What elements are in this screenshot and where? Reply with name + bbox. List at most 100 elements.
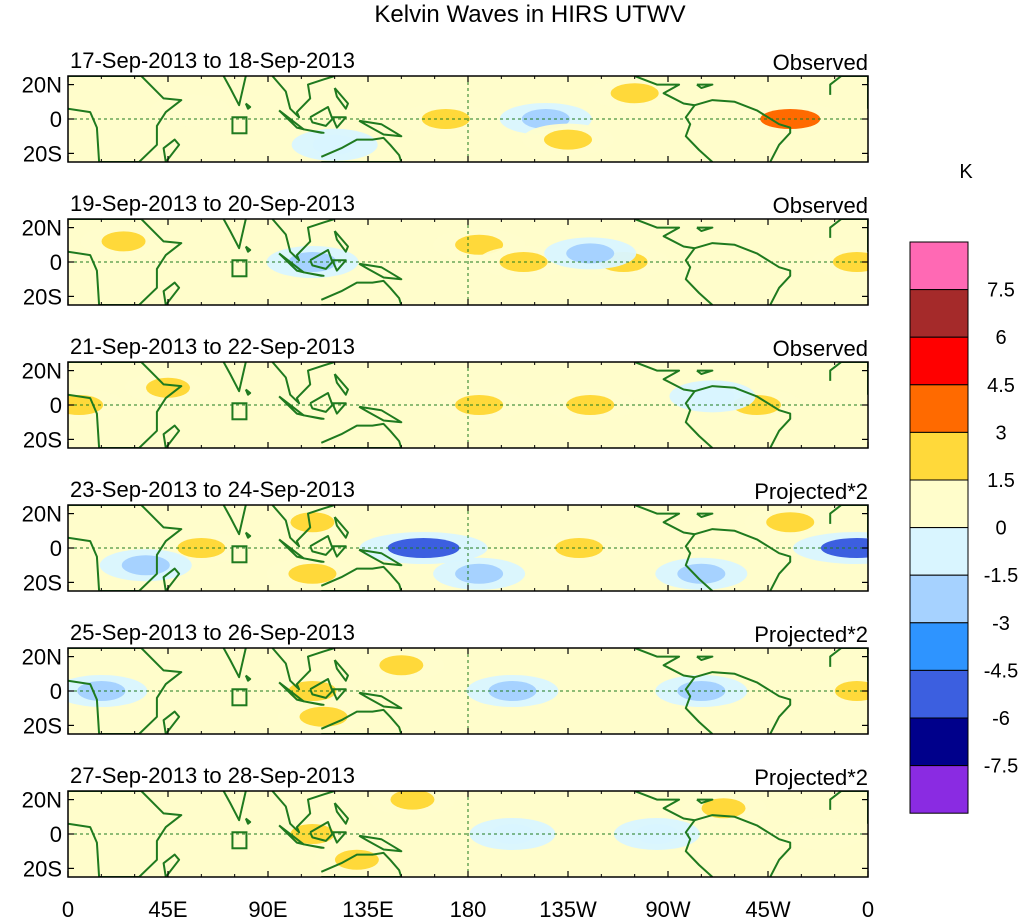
coastline [358,691,403,710]
coastline [303,271,325,277]
coastlines [68,76,868,162]
coastline [68,791,183,877]
coastline [303,700,325,706]
anomaly-core [455,395,504,415]
anomaly-core [77,681,126,701]
coastline [162,281,181,305]
x-axis: 0 45E 90E 135E 180 135W 90W 45W 0 [62,897,874,922]
coastline [829,505,868,538]
reference-box [231,545,248,564]
coastline [278,395,305,417]
coastline [222,76,247,107]
coastline [162,567,181,591]
panel-label: Observed [773,336,868,361]
y-tick-label: 0 [50,679,62,704]
colorbar-label: -4.5 [984,660,1018,682]
colorbar-box [909,336,969,386]
colorbar-label: 0 [995,518,1006,540]
coastline [358,548,403,567]
colorbar-label: -7.5 [984,756,1018,778]
coastline [694,671,792,734]
coastline [303,557,325,563]
anomaly-core [610,83,659,104]
colorbar-box [909,431,969,481]
coastline [694,385,792,448]
anomaly-halo [150,94,231,127]
coastline [271,76,335,119]
coastline [278,252,305,274]
colorbar: 7.5 6 4.5 3 1.5 0 -1.5 -3 -4.5 -6 -7.5 [909,241,1018,814]
y-tick-label: 20N [22,216,62,241]
reference-box [231,831,248,850]
coastline [696,655,714,661]
anomaly-core [499,252,548,272]
panel-date-range: 25-Sep-2013 to 26-Sep-2013 [70,620,355,645]
coastline [358,405,403,424]
anomaly-core [390,791,435,810]
anomaly-core [334,849,379,870]
coastline [309,821,334,842]
anomaly-core [299,706,348,727]
coastline [244,674,252,682]
anomaly-core [146,377,190,398]
coastline [694,528,792,591]
coastline [271,648,335,691]
anomaly-core [288,563,337,584]
y-tick-label: 20N [22,359,62,384]
coastline [696,226,714,232]
coastline [222,362,247,393]
coastline [331,116,347,129]
coastline [333,373,349,396]
coastline [309,249,334,270]
coastline [358,262,403,281]
panel-3: 20N 0 20S 21-Sep-2013 to 22-Sep-2013 Observe… [22,334,869,452]
coastline [829,76,868,109]
coastline [244,531,252,539]
panel-date-range: 27-Sep-2013 to 28-Sep-2013 [70,763,355,788]
anomaly-core [544,129,592,150]
x-tick-label: 45E [148,897,187,922]
x-tick-label: 90W [645,897,690,922]
coastline [244,102,252,110]
coastline [278,109,305,131]
panel-2: 20N 0 20S 19-Sep-2013 to 20-Sep-2013 Observe… [22,191,869,309]
coastline [222,791,247,822]
anomaly-core [312,134,357,155]
coastline [68,219,183,305]
panel-label: Projected*2 [754,765,868,790]
y-tick-label: 20N [22,788,62,813]
coastline [309,392,334,413]
x-tick-label: 0 [862,897,874,922]
colorbar-box [909,669,969,719]
coastline [244,245,252,253]
coastline [694,99,792,162]
reference-box [231,688,248,707]
y-tick-label: 0 [50,107,62,132]
panel-date-range: 21-Sep-2013 to 22-Sep-2013 [70,334,355,359]
panel-label: Projected*2 [754,479,868,504]
coastline [309,535,334,556]
coastline [320,279,403,305]
coastlines [68,648,868,734]
colorbar-box [909,289,969,338]
y-tick-label: 20S [23,570,62,595]
anomaly-core [379,655,424,676]
coastline [244,388,252,396]
reference-box [231,259,248,278]
colorbar-box [909,717,969,767]
anomaly-core [421,109,470,129]
coastline [320,708,403,734]
anomaly-core [521,109,570,129]
coastline [333,802,349,825]
colorbar-label: 7.5 [987,280,1015,302]
coastline [696,798,714,804]
coastline [696,512,714,518]
coastline [162,138,181,162]
coastline [358,834,403,853]
coastline [333,516,349,539]
coastline [694,242,792,305]
colorbar-label: -1.5 [984,565,1018,587]
coastline [829,791,868,824]
y-tick-label: 20N [22,73,62,98]
